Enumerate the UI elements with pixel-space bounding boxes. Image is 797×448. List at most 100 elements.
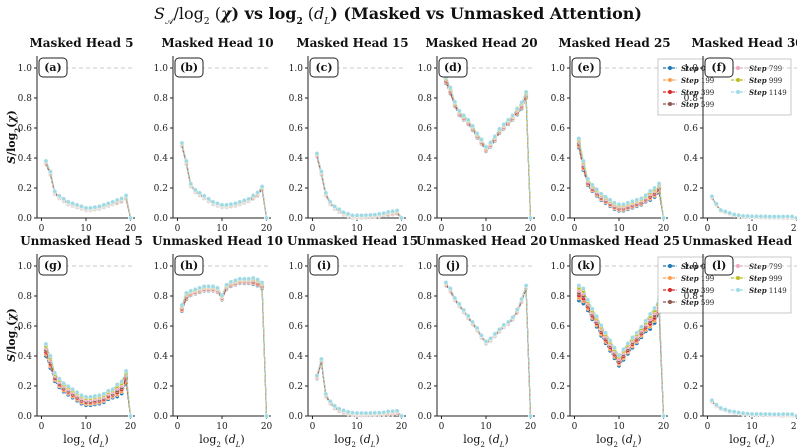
data-point <box>740 213 746 219</box>
data-point <box>255 190 260 195</box>
data-point <box>61 380 67 386</box>
series-line <box>181 281 268 417</box>
legend-entry: Step 0 <box>663 64 705 73</box>
data-point <box>323 190 329 196</box>
data-point <box>88 205 93 211</box>
data-point <box>528 413 533 419</box>
data-point <box>590 306 595 312</box>
y-tick-label: 0.4 <box>684 352 699 362</box>
data-point <box>237 276 243 282</box>
data-point <box>246 276 251 282</box>
x-tick-label: 0 <box>175 224 181 234</box>
data-point <box>456 108 462 114</box>
data-point <box>250 193 256 198</box>
series-step-999 <box>314 357 404 419</box>
y-tick-label: 0.6 <box>289 124 304 134</box>
data-point <box>607 197 613 203</box>
x-tick-label: 20 <box>125 224 137 234</box>
y-tick-label: 0.4 <box>551 352 566 362</box>
y-tick-label: 1.0 <box>289 262 304 272</box>
data-point <box>52 189 58 194</box>
panel-title: Masked Head 25 <box>558 36 670 50</box>
data-point <box>497 126 502 132</box>
data-point <box>43 158 49 164</box>
data-point <box>465 313 471 319</box>
series-step-0 <box>43 161 133 221</box>
data-point <box>188 181 194 187</box>
data-point <box>594 313 600 319</box>
data-point <box>92 204 98 210</box>
y-tick-label: 0.8 <box>551 94 566 104</box>
data-point <box>661 413 666 419</box>
data-point <box>523 283 529 288</box>
svg-text:(e): (e) <box>577 61 594 74</box>
x-tick-label: 20 <box>791 422 797 432</box>
y-tick-label: 0.0 <box>18 214 33 224</box>
svg-text:Step 199: Step 199 <box>681 76 714 85</box>
panel-title: Unmasked Head 10 <box>152 234 283 248</box>
data-point <box>88 394 93 400</box>
legend-entry: Step 999 <box>731 76 782 85</box>
data-point <box>79 204 84 209</box>
series-step-1149 <box>576 283 666 419</box>
data-point <box>656 181 662 186</box>
data-point <box>381 410 387 415</box>
x-axis-label: log2 (dL) <box>596 433 641 448</box>
data-point <box>514 307 520 312</box>
series-step-999 <box>576 285 666 419</box>
panel-title: Masked Head 10 <box>161 36 273 50</box>
data-point <box>634 330 640 336</box>
series-step-799 <box>179 141 269 221</box>
y-tick-label: 0.8 <box>18 94 33 104</box>
data-point <box>233 278 238 283</box>
data-point <box>443 280 449 285</box>
data-point <box>780 411 786 417</box>
data-point <box>215 285 220 291</box>
data-point <box>197 190 202 196</box>
y-tick-label: 0.0 <box>154 412 169 422</box>
data-point <box>483 339 489 344</box>
data-point <box>785 214 790 219</box>
series-step-599 <box>314 358 404 419</box>
y-tick-label: 0.4 <box>289 352 304 362</box>
panel-letter: (f) <box>704 57 734 78</box>
data-point <box>385 209 391 215</box>
data-point <box>259 280 265 285</box>
y-tick-label: 0.0 <box>289 214 304 224</box>
data-point <box>474 131 480 136</box>
data-point <box>709 193 715 199</box>
y-axis-label: S/log2(χ) <box>5 110 22 164</box>
x-tick-label: 0 <box>310 422 316 432</box>
data-point <box>736 410 741 415</box>
series-step-599 <box>179 142 269 221</box>
panel-title: Unmasked Head 15 <box>287 234 418 248</box>
y-tick-label: 0.2 <box>684 382 698 392</box>
x-tick-label: 20 <box>125 422 137 432</box>
x-tick-label: 10 <box>216 422 228 432</box>
svg-text:(d): (d) <box>444 61 462 74</box>
data-point <box>736 212 741 218</box>
panel-letter: (c) <box>309 57 339 78</box>
x-axis-label: log2 (dL) <box>463 433 508 448</box>
data-point <box>368 410 373 416</box>
series-step-0 <box>179 280 269 419</box>
data-point <box>79 392 84 398</box>
series-step-599 <box>443 77 533 221</box>
y-tick-label: 1.0 <box>18 64 33 74</box>
panel-letter: (e) <box>571 57 601 78</box>
data-point <box>749 213 755 219</box>
data-point <box>576 136 582 141</box>
panel-title: Unmasked Head 5 <box>20 234 143 248</box>
data-point <box>372 212 378 217</box>
data-point <box>763 214 768 219</box>
svg-text:Step 399: Step 399 <box>681 286 714 295</box>
series-line <box>316 359 402 417</box>
series-step-0 <box>314 154 404 221</box>
data-point <box>789 411 795 417</box>
x-tick-label: 0 <box>705 224 711 234</box>
y-tick-label: 0.8 <box>551 292 566 302</box>
panel-title: Masked Head 30 <box>691 36 797 50</box>
y-tick-label: 1.0 <box>154 64 169 74</box>
data-point <box>461 307 467 313</box>
y-tick-label: 0.4 <box>18 352 33 362</box>
